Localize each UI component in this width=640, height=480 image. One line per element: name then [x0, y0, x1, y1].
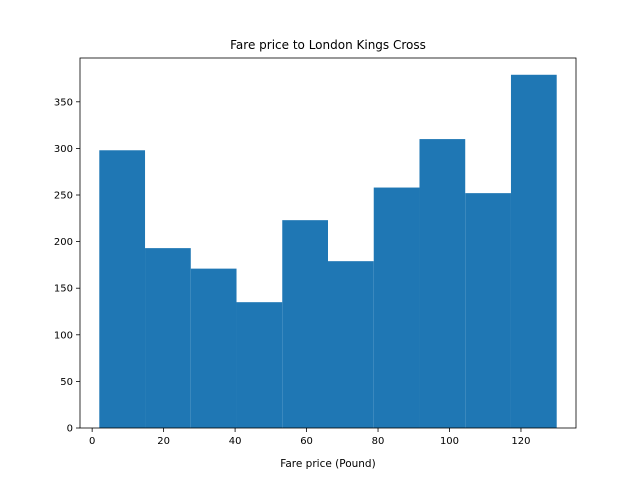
- y-tick-label: 150: [54, 284, 73, 295]
- x-axis-label: Fare price (Pound): [280, 458, 375, 470]
- y-tick-label: 100: [54, 330, 73, 341]
- y-tick-label: 300: [54, 144, 73, 155]
- histogram-bar: [145, 248, 191, 428]
- histogram-bar: [328, 261, 374, 428]
- chart-title: Fare price to London Kings Cross: [230, 38, 426, 52]
- x-tick-label: 60: [300, 436, 313, 447]
- histogram-bar: [282, 220, 328, 428]
- x-tick-label: 100: [440, 436, 459, 447]
- x-tick-label: 40: [229, 436, 242, 447]
- y-axis-ticks: 0 50 100 150 200 250 300 350: [54, 97, 80, 435]
- histogram-bar: [373, 187, 420, 428]
- x-axis-ticks: 0 20 40 60 80 100 120: [89, 428, 531, 447]
- y-tick-label: 250: [54, 191, 73, 202]
- y-tick-label: 50: [60, 377, 73, 388]
- y-tick-label: 0: [67, 424, 73, 435]
- histogram-bar: [510, 74, 557, 428]
- plot-frame: [79, 57, 577, 429]
- y-tick-label: 200: [54, 237, 73, 248]
- histogram-bar: [419, 139, 466, 428]
- histogram-bar: [190, 268, 237, 428]
- x-tick-label: 80: [372, 436, 385, 447]
- bars-group: [99, 74, 557, 428]
- x-tick-label: 0: [89, 436, 95, 447]
- x-tick-label: 120: [511, 436, 530, 447]
- histogram-bar: [465, 193, 511, 428]
- y-tick-label: 350: [54, 97, 73, 108]
- histogram-bar: [236, 302, 283, 428]
- x-tick-label: 20: [157, 436, 170, 447]
- histogram-bar: [99, 150, 146, 428]
